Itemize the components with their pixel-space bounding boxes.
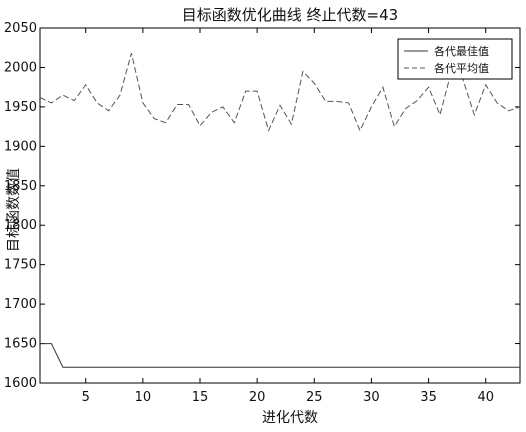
x-axis: 5 10 15 20 25 30 35 40 <box>82 28 494 405</box>
series-layer <box>39 53 521 368</box>
y-tick-label: 1600 <box>4 376 37 391</box>
x-tick-label: 40 <box>477 390 494 405</box>
y-tick-label: 1750 <box>4 258 37 273</box>
y-tick-label: 1800 <box>4 218 37 233</box>
series-line-best <box>40 343 520 368</box>
legend-box <box>397 38 513 80</box>
x-tick-label: 20 <box>249 390 266 405</box>
y-axis: 1600 1650 1700 1750 1800 1850 1900 1950 2000 2050 <box>4 21 520 391</box>
x-tick-label: 25 <box>306 390 323 405</box>
y-tick-label: 2000 <box>4 60 37 75</box>
y-tick-label: 1700 <box>4 297 37 312</box>
x-tick-label: 15 <box>192 390 209 405</box>
chart-title: 目标函数优化曲线 终止代数=43 <box>182 6 398 24</box>
y-axis-label: 目标函数数值 <box>6 168 22 252</box>
x-tick-label: 35 <box>420 390 437 405</box>
y-tick-label: 1850 <box>4 179 37 194</box>
legend: 各代最佳值 各代平均值 <box>397 38 513 80</box>
y-tick-label: 1900 <box>4 139 37 154</box>
y-tick-label: 1650 <box>4 337 37 352</box>
x-tick-label: 30 <box>363 390 380 405</box>
legend-label-best: 各代最佳值 <box>434 44 489 58</box>
y-tick-label: 2050 <box>4 21 37 36</box>
x-tick-label: 5 <box>82 390 90 405</box>
legend-label-mean: 各代平均值 <box>434 61 489 75</box>
x-axis-label: 进化代数 <box>262 410 318 426</box>
plot-area <box>39 27 521 384</box>
series-line-mean <box>39 53 521 133</box>
y-tick-label: 1950 <box>4 100 37 115</box>
x-tick-label: 10 <box>135 390 152 405</box>
